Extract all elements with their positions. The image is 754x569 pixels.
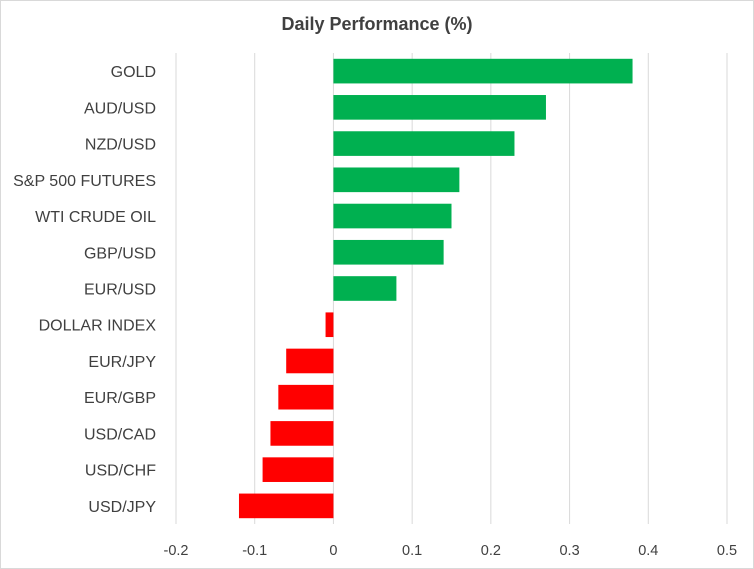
category-label: NZD/USD	[85, 137, 156, 154]
bar	[333, 239, 444, 265]
chart-title: Daily Performance (%)	[281, 14, 472, 34]
x-tick-label: 0.5	[717, 543, 737, 559]
bar	[286, 348, 334, 374]
bar	[270, 421, 334, 446]
category-label: USD/CAD	[84, 426, 156, 443]
bar	[238, 493, 334, 519]
category-label: EUR/JPY	[88, 354, 156, 371]
bar	[333, 131, 515, 156]
bar	[325, 312, 334, 338]
bar	[333, 58, 633, 84]
category-label: USD/JPY	[88, 499, 156, 516]
x-tick-label: 0.4	[638, 543, 658, 559]
gridlines	[175, 53, 728, 524]
category-label: GOLD	[111, 64, 156, 81]
category-label: DOLLAR INDEX	[39, 318, 157, 335]
category-label: USD/CHF	[85, 463, 156, 480]
category-label: WTI CRUDE OIL	[35, 209, 156, 226]
x-tick-label: 0.3	[559, 543, 579, 559]
category-labels: GOLD AUD/USD NZD/USD S&P 500 FUTURES WTI CRU…	[13, 64, 156, 516]
x-tick-labels: -0.2 -0.1 0 0.1 0.2 0.3 0.4 0.5	[164, 543, 738, 559]
bars	[238, 58, 633, 519]
bar	[333, 95, 546, 120]
x-tick-label: 0.1	[402, 543, 422, 559]
category-label: EUR/USD	[84, 282, 156, 299]
bar	[262, 457, 334, 482]
category-label: GBP/USD	[84, 245, 156, 262]
x-tick-label: -0.2	[164, 543, 189, 559]
bar	[333, 167, 460, 193]
category-label: EUR/GBP	[84, 390, 156, 407]
bar	[278, 384, 334, 410]
category-label: AUD/USD	[84, 100, 156, 117]
category-label: S&P 500 FUTURES	[13, 173, 156, 190]
bar	[333, 203, 452, 229]
x-tick-label: -0.1	[242, 543, 267, 559]
x-tick-label: 0.2	[481, 543, 501, 559]
x-tick-label: 0	[329, 543, 337, 559]
bar	[333, 276, 397, 301]
